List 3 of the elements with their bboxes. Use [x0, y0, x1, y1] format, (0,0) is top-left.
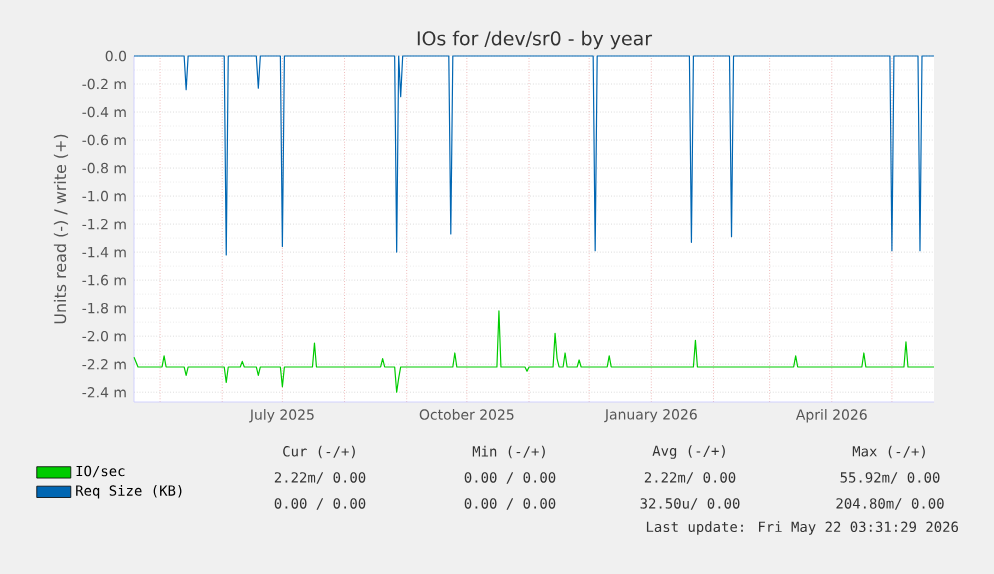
line-series — [133, 310, 935, 393]
chart-title: IOs for /dev/sr0 - by year — [417, 30, 653, 50]
line-series — [133, 55, 935, 256]
